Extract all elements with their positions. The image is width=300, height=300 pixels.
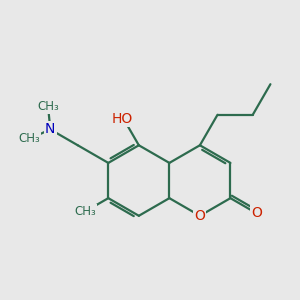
Text: CH₃: CH₃ <box>74 205 96 218</box>
Text: CH₃: CH₃ <box>37 100 59 113</box>
Text: O: O <box>251 206 262 220</box>
Text: HO: HO <box>112 112 133 126</box>
Text: N: N <box>45 122 56 136</box>
Text: CH₃: CH₃ <box>19 132 40 145</box>
Text: O: O <box>194 209 205 223</box>
